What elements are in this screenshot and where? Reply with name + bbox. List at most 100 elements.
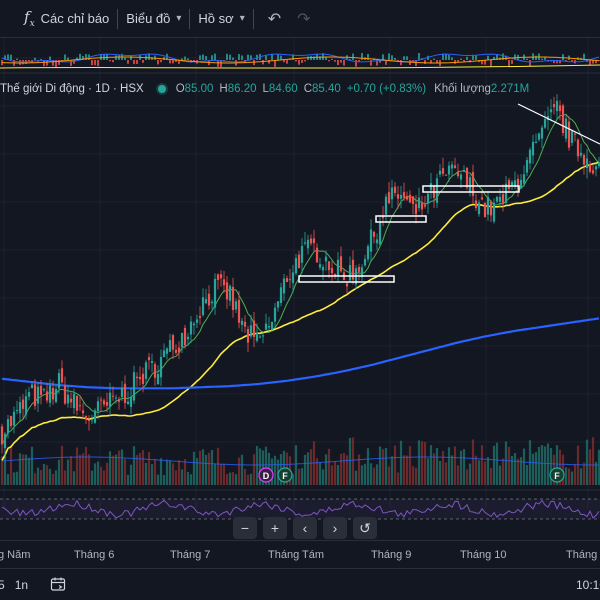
volume-bar xyxy=(18,453,22,485)
histogram-bar xyxy=(385,60,387,65)
event-marker xyxy=(277,467,293,483)
reset-chart-button[interactable]: ↺ xyxy=(353,517,377,539)
volume-bar xyxy=(132,446,136,485)
time-axis[interactable]: g Năm Tháng 6 Tháng 7 Tháng Tám Tháng 9 … xyxy=(0,540,600,569)
volume-bar xyxy=(177,460,181,485)
histogram-bar xyxy=(511,60,513,64)
volume-bar xyxy=(375,464,379,485)
candle-body xyxy=(372,231,376,237)
candle-body xyxy=(108,392,112,407)
candle-body xyxy=(72,393,76,409)
redo-button[interactable]: ↷ xyxy=(289,0,318,37)
function-icon: fx xyxy=(24,8,35,29)
volume-bar xyxy=(444,462,448,485)
histogram-bar xyxy=(493,56,495,60)
candle-body xyxy=(6,419,10,434)
volume-bar xyxy=(111,455,115,485)
scroll-left-button[interactable]: ‹ xyxy=(293,517,317,539)
histogram-bar xyxy=(337,60,339,65)
candle-body xyxy=(327,261,331,271)
candle-body xyxy=(552,104,556,108)
candle-body xyxy=(420,202,424,210)
volume-bar xyxy=(456,465,460,485)
volume-bar xyxy=(438,460,442,485)
calendar-icon[interactable] xyxy=(50,576,66,595)
histogram-bar xyxy=(238,54,240,60)
histogram-bar xyxy=(331,58,333,60)
histogram-bar xyxy=(325,56,327,60)
candle-body xyxy=(441,168,445,174)
event-marker-label: F xyxy=(554,471,560,481)
histogram-bar xyxy=(382,54,384,60)
volume-bar xyxy=(9,446,13,485)
drawing-tools[interactable] xyxy=(298,103,600,283)
zoom-out-button[interactable]: − xyxy=(233,517,257,539)
volume-bar xyxy=(120,449,124,485)
chart-menu-button[interactable]: Biểu đồ ▾ xyxy=(118,0,189,37)
indicators-button[interactable]: fx Các chỉ báo xyxy=(0,0,117,37)
candle-body xyxy=(156,373,160,385)
candle-body xyxy=(375,239,379,244)
candle-body xyxy=(462,170,466,172)
volume-bar xyxy=(372,467,376,485)
volume-bar xyxy=(189,474,193,485)
histogram-bar xyxy=(268,60,270,64)
candle-body xyxy=(495,196,499,202)
volume-bar xyxy=(336,465,340,485)
volume-bar xyxy=(198,450,202,485)
candle-body xyxy=(48,385,52,403)
volume-bar xyxy=(330,465,334,485)
volume-bar xyxy=(513,453,517,485)
volume-bar xyxy=(339,453,343,485)
toolbar-divider xyxy=(117,8,119,29)
range-1n-button[interactable]: 1n xyxy=(14,578,29,592)
volume-bar xyxy=(162,474,166,485)
volume-bar xyxy=(192,451,196,485)
histogram-bar xyxy=(76,57,78,60)
high-value: 86.20 xyxy=(227,83,257,95)
candle-body xyxy=(126,401,130,405)
candle-body xyxy=(222,279,226,286)
volume-bar xyxy=(237,457,241,485)
range-5-button[interactable]: 5 xyxy=(0,578,5,592)
volume-bar xyxy=(81,453,85,485)
candle-body xyxy=(360,267,364,278)
chart-navigation: − + ‹ › ↺ xyxy=(233,517,377,539)
zoom-in-button[interactable]: + xyxy=(263,517,287,539)
candle-body xyxy=(399,194,403,199)
candle-body xyxy=(381,215,385,218)
volume-bar xyxy=(264,446,268,485)
histogram-bar xyxy=(79,53,81,60)
histogram-bar xyxy=(211,55,213,60)
histogram-bar xyxy=(94,60,96,66)
volume-bar xyxy=(261,450,265,485)
volume-bar xyxy=(207,452,211,485)
volume-bar xyxy=(78,454,82,485)
volume-bar xyxy=(402,455,406,485)
undo-button[interactable]: ↶ xyxy=(254,0,289,37)
symbol-name[interactable]: Thế giới Di động · 1D · HSX xyxy=(0,83,144,95)
histogram-bar xyxy=(505,55,507,60)
histogram-bar xyxy=(571,60,573,62)
volume-bar xyxy=(54,470,58,485)
candle-body xyxy=(411,196,415,204)
volume-bar xyxy=(273,455,277,485)
histogram-bar xyxy=(148,53,150,60)
candle-body xyxy=(237,299,241,323)
candle-body xyxy=(96,401,100,411)
candle-body xyxy=(588,164,592,172)
histogram-bar xyxy=(376,60,378,66)
volume-bar xyxy=(33,473,37,485)
candle-body xyxy=(543,119,547,128)
scroll-right-button[interactable]: › xyxy=(323,517,347,539)
profile-menu-button[interactable]: Hồ sơ ▾ xyxy=(190,0,252,37)
candle-body xyxy=(105,401,109,406)
volume-label: Khối lượng xyxy=(434,83,491,95)
candle-body xyxy=(531,141,535,156)
volume-bar xyxy=(144,462,148,485)
histogram-bar xyxy=(445,53,447,60)
volume-bar xyxy=(180,469,184,485)
candle-body xyxy=(348,265,352,281)
